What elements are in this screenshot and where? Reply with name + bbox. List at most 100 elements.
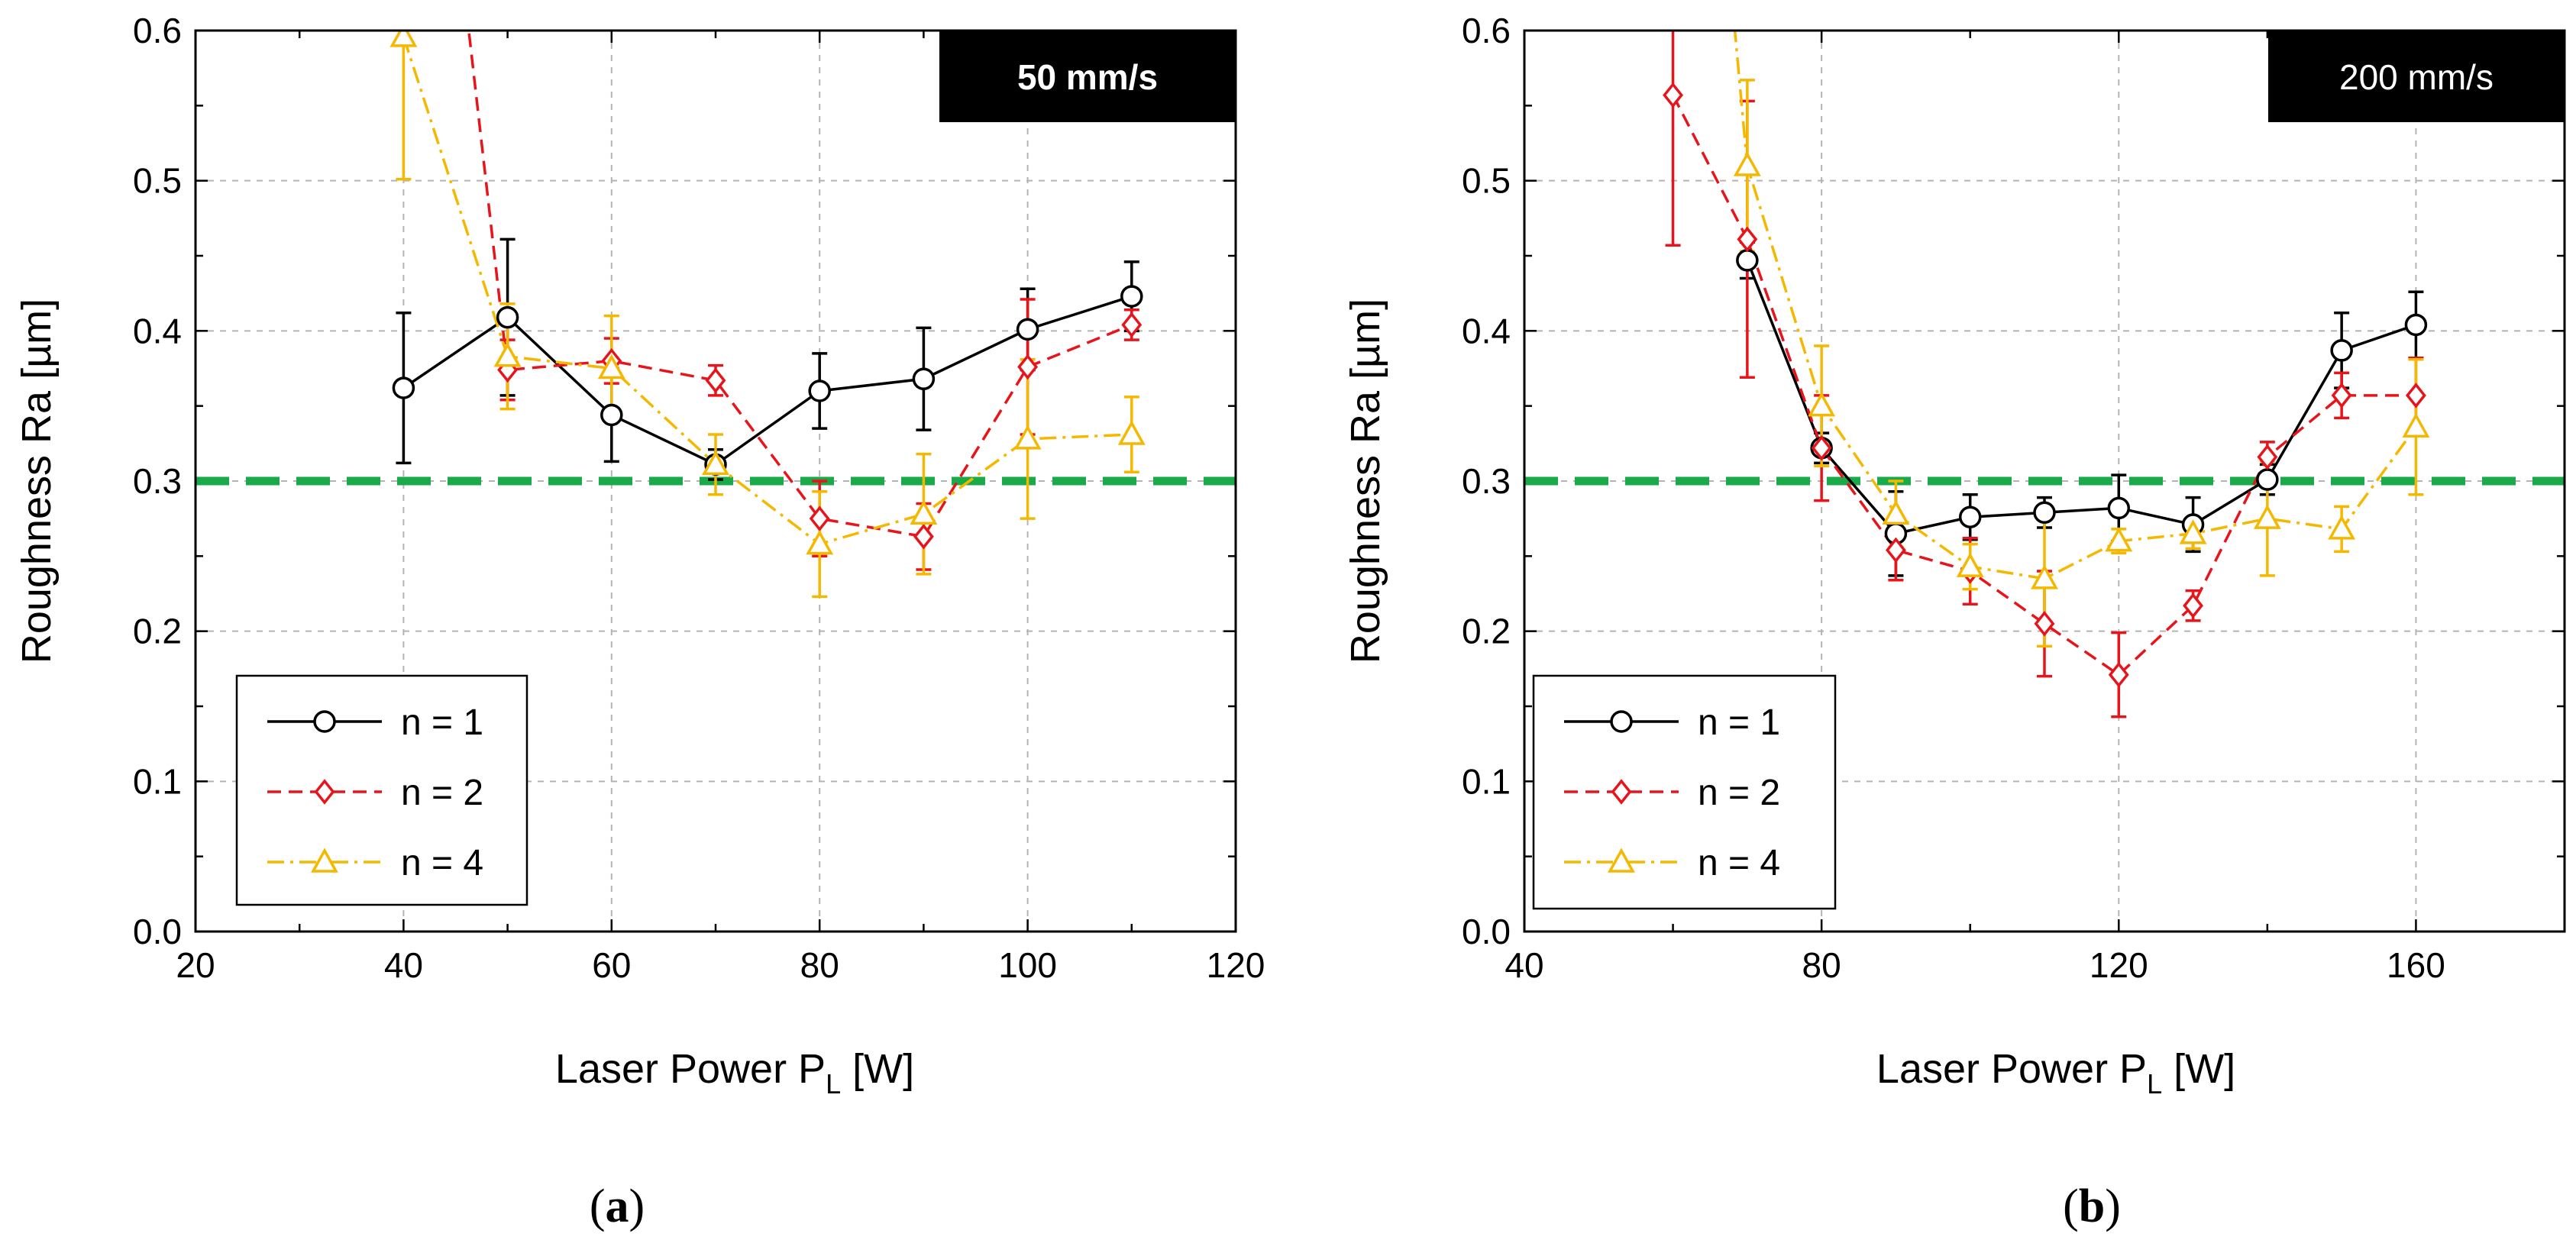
data-point-n2 <box>1737 226 1758 253</box>
data-point-n1 <box>2330 339 2353 362</box>
data-point-n4 <box>2402 412 2430 438</box>
speed-label-box <box>2268 31 2565 122</box>
legend-marker-n2 <box>1611 779 1632 805</box>
data-point-n2 <box>705 367 726 394</box>
x-tick-label: 80 <box>800 945 839 985</box>
legend-box <box>235 674 528 906</box>
x-tick-label: 80 <box>1802 945 1841 985</box>
data-point-n4 <box>2253 504 2281 529</box>
data-point-n2 <box>1885 537 1906 563</box>
data-point-n4 <box>2179 519 2207 544</box>
data-point-n4 <box>493 342 522 367</box>
speed-label: 200 mm/s <box>2339 57 2494 97</box>
data-point-n2 <box>2108 661 2129 688</box>
panel-label-close-paren: ) <box>629 1180 645 1232</box>
plot-frame <box>1523 29 2566 933</box>
y-tick-label: 0.3 <box>1462 461 1511 501</box>
x-axis-title-unit: [W] <box>841 1046 914 1092</box>
legend-label-n2: n = 2 <box>401 773 483 813</box>
data-point-n4 <box>2328 515 2356 540</box>
legend-box <box>1532 674 1837 910</box>
data-point-n1 <box>808 379 831 402</box>
data-point-n4 <box>597 354 625 379</box>
speed-label: 50 mm/s <box>1017 57 1158 97</box>
data-point-n4 <box>1013 425 1042 450</box>
x-tick-label: 40 <box>1505 945 1543 985</box>
data-point-n4 <box>702 450 729 476</box>
panel-label-close-paren: ) <box>2105 1180 2121 1232</box>
legend-marker-n2 <box>314 779 335 805</box>
legend-label-n4: n = 4 <box>1698 843 1780 883</box>
series-line-n2 <box>1672 94 2416 677</box>
data-point-n1 <box>2256 468 2279 491</box>
x-axis-title: Laser Power PL [W] <box>555 1046 914 1100</box>
x-axis-title-unit: [W] <box>2162 1046 2235 1092</box>
x-axis-title-main: Laser Power P <box>1876 1046 2147 1092</box>
y-tick-label: 0.3 <box>133 461 182 501</box>
data-point-n1 <box>1958 505 1982 528</box>
data-point-n1 <box>2033 501 2056 525</box>
data-point-n4 <box>1733 151 1761 176</box>
chart-panel-b: 40 80 120 160 0.0 0.1 0.2 0.3 0.4 0.5 0.6 Laser Pow… <box>1343 11 2566 1232</box>
series-line-n2 <box>467 31 1133 538</box>
data-point-n1 <box>600 403 623 427</box>
data-point-n1 <box>2404 313 2428 337</box>
x-axis-title-main: Laser Power P <box>555 1046 826 1092</box>
y-tick-label: 0.5 <box>133 161 182 201</box>
legend-marker-n1 <box>1610 710 1633 733</box>
legend-label-n1: n = 1 <box>401 702 483 743</box>
panel-label-open-paren: ( <box>590 1180 606 1232</box>
y-tick-label: 0.4 <box>133 311 182 350</box>
data-point-n4 <box>910 499 938 525</box>
data-point-n2 <box>1017 354 1039 380</box>
data-point-n1 <box>1016 318 1039 341</box>
legend-label-n2: n = 2 <box>1698 773 1780 813</box>
data-point-n2 <box>2183 593 2204 619</box>
y-tick-label: 0.1 <box>133 761 182 801</box>
panel-label: (b) <box>2063 1180 2121 1232</box>
x-tick-label: 60 <box>592 945 631 985</box>
data-point-n4 <box>1117 420 1146 445</box>
x-tick-label: 160 <box>2387 945 2445 985</box>
x-tick-label: 120 <box>2090 945 2148 985</box>
data-point-n1 <box>1736 249 1759 272</box>
data-point-n2 <box>913 523 934 550</box>
data-point-n1 <box>2107 496 2131 520</box>
data-point-n2 <box>2257 444 2278 470</box>
series-line-n1 <box>1746 260 2416 535</box>
x-tick-label: 40 <box>384 945 423 985</box>
y-axis-title: Roughness Ra [µm] <box>1343 299 1388 664</box>
y-tick-label: 0.4 <box>1462 311 1511 350</box>
data-point-n4 <box>1882 499 1910 525</box>
data-point-n2 <box>1811 434 1832 461</box>
data-point-n2 <box>2034 611 2055 637</box>
y-tick-label: 0.5 <box>1462 161 1511 201</box>
data-point-n4 <box>2105 527 2133 552</box>
panel-label-open-paren: ( <box>2063 1180 2079 1232</box>
y-tick-label: 0.2 <box>1462 612 1511 651</box>
data-point-n2 <box>2405 383 2426 408</box>
legend-label-n1: n = 1 <box>1698 702 1780 743</box>
x-axis-title-subscript: L <box>826 1068 841 1100</box>
data-point-n1 <box>392 376 415 399</box>
chart-panel-a: 20 40 60 80 100 120 0.0 0.1 0.2 0.3 0.4 0.5 0.6 Laser… <box>14 11 1265 1232</box>
plot-area <box>389 31 1146 599</box>
data-point-n4 <box>2031 564 2058 589</box>
y-tick-label: 0.6 <box>1462 11 1511 50</box>
data-point-n4 <box>806 529 834 555</box>
panel-label: (a) <box>590 1180 645 1232</box>
x-tick-label: 100 <box>998 945 1057 985</box>
data-point-n4 <box>1808 392 1836 417</box>
data-point-n4 <box>389 31 418 47</box>
x-tick-label: 120 <box>1207 945 1265 985</box>
data-point-n2 <box>1663 82 1684 108</box>
y-axis-title: Roughness Ra [µm] <box>14 299 60 664</box>
y-tick-label: 0.6 <box>133 11 182 50</box>
y-tick-label: 0.0 <box>1462 912 1511 951</box>
data-point-n4 <box>1956 552 1984 577</box>
y-tick-label: 0.0 <box>133 912 182 951</box>
panel-label-letter: a <box>606 1180 629 1232</box>
legend-marker-n4 <box>1608 848 1635 873</box>
legend-marker-n1 <box>313 710 336 733</box>
